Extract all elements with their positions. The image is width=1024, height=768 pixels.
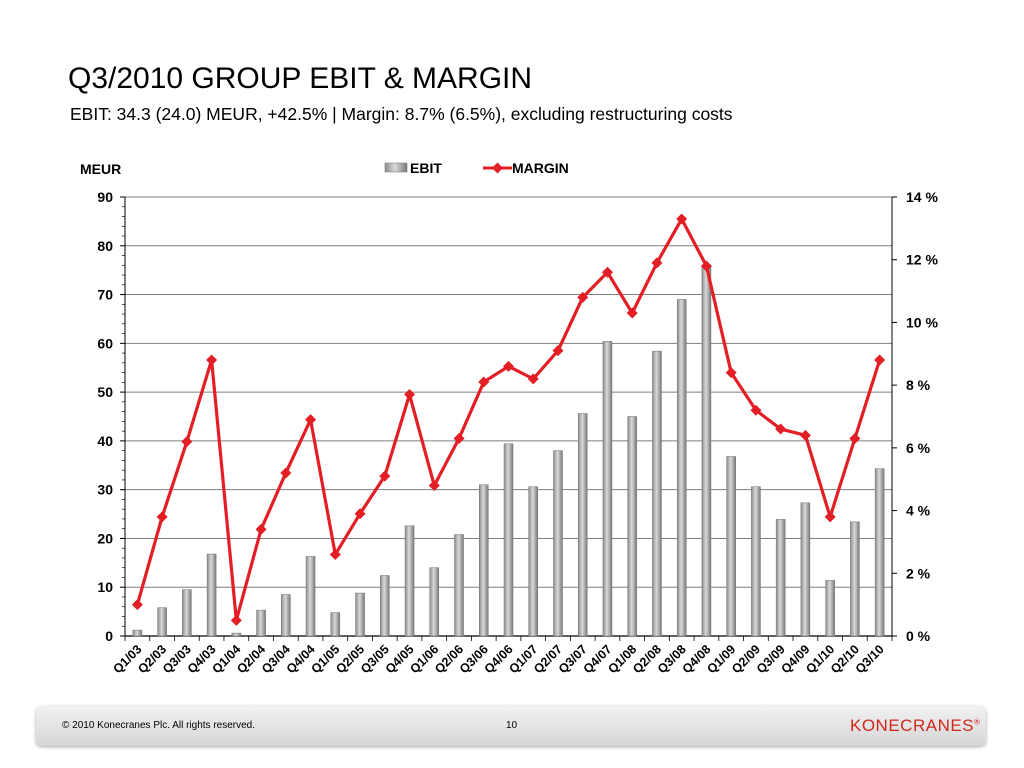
ebit-bar — [454, 534, 464, 637]
ebit-bar — [256, 609, 266, 637]
ebit-bar — [231, 632, 242, 637]
y-tick-label: 50 — [97, 384, 113, 400]
margin-point — [700, 260, 712, 272]
margin-point — [824, 511, 836, 523]
legend-margin-marker — [492, 162, 503, 174]
margin-point — [775, 423, 787, 435]
y2-tick-label: 8 % — [906, 377, 931, 393]
ebit-bar — [602, 341, 613, 637]
ebit-bar — [701, 266, 712, 637]
y-tick-label: 20 — [97, 530, 113, 546]
ebit-bar — [479, 484, 489, 637]
margin-point — [305, 414, 317, 426]
ebit-margin-chart: 0 10 20 30 40 50 60 70 80 90 0 % 2 % 4 % 6 % 8 % 10 % 12… — [80, 160, 938, 676]
margin-point — [725, 367, 737, 379]
ebit-bar — [528, 486, 538, 637]
ebit-bar — [206, 553, 217, 637]
margin-point — [131, 599, 143, 611]
y2-tick-label: 6 % — [906, 440, 931, 456]
margin-point — [503, 360, 514, 372]
ebit-bar — [429, 567, 440, 637]
ebit-bar — [355, 592, 365, 637]
ebit-bar — [503, 443, 514, 637]
margin-point — [206, 354, 218, 366]
y-tick-label: 40 — [97, 433, 113, 449]
y2-tick-label: 0 % — [906, 628, 931, 644]
ebit-bar — [330, 612, 341, 637]
y-tick-label: 90 — [97, 189, 113, 205]
margin-point — [354, 508, 366, 520]
margin-point — [552, 345, 564, 357]
margin-point — [849, 432, 861, 444]
margin-point — [329, 548, 341, 560]
y-axis-title: MEUR — [80, 161, 121, 177]
ebit-bar — [132, 629, 143, 637]
ebit-bar — [775, 519, 786, 637]
footer-bar: © 2010 Konecranes Plc. All rights reserv… — [36, 706, 986, 746]
y-tick-label: 0 — [105, 628, 113, 644]
ebit-bar — [652, 350, 662, 637]
margin-point — [527, 373, 539, 385]
ebit-bar — [726, 456, 736, 637]
y2-tick-label: 12 % — [906, 252, 938, 268]
y2-tick-label: 2 % — [906, 565, 931, 581]
x-tick-label: Q3/10 — [853, 642, 887, 676]
margin-point — [230, 614, 242, 626]
y2-tick-label: 14 % — [906, 189, 938, 205]
y-tick-label: 10 — [97, 579, 113, 595]
y-tick-label: 80 — [97, 238, 113, 254]
company-logo: KONECRANES® — [850, 716, 981, 735]
ebit-bar — [404, 525, 415, 637]
margin-point — [651, 257, 663, 269]
legend-ebit-swatch — [384, 162, 408, 173]
ebit-bar — [627, 416, 637, 637]
legend-margin-label: MARGIN — [512, 160, 569, 176]
ebit-bar — [577, 413, 588, 637]
ebit-bar — [676, 299, 687, 637]
ebit-bar — [751, 486, 761, 637]
margin-point — [156, 511, 168, 523]
margin-point — [626, 307, 638, 319]
page-number: 10 — [506, 720, 518, 731]
ebit-bar — [825, 580, 835, 637]
margin-point — [874, 354, 886, 366]
ebit-bar — [553, 450, 563, 637]
margin-point — [750, 404, 762, 416]
y2-tick-label: 4 % — [906, 503, 931, 519]
ebit-bar — [874, 468, 885, 637]
margin-point — [255, 523, 267, 535]
margin-point — [181, 436, 193, 448]
ebit-bar — [182, 589, 192, 637]
ebit-bar — [800, 502, 811, 637]
margin-point — [799, 429, 811, 441]
copyright-text: © 2010 Konecranes Plc. All rights reserv… — [62, 720, 256, 731]
ebit-bar — [281, 594, 291, 637]
margin-point — [478, 376, 490, 388]
y-tick-label: 60 — [97, 335, 113, 351]
margin-point — [379, 470, 391, 482]
margin-point — [280, 467, 292, 479]
ebit-bar — [305, 556, 316, 637]
margin-point — [601, 266, 613, 278]
margin-point — [404, 389, 416, 401]
margin-point — [676, 213, 688, 225]
margin-point — [577, 291, 589, 303]
y-tick-label: 30 — [97, 482, 113, 498]
legend-ebit-label: EBIT — [410, 160, 442, 176]
margin-point — [428, 479, 440, 491]
slide-title: Q3/2010 GROUP EBIT & MARGIN — [68, 62, 533, 95]
ebit-bar — [850, 521, 860, 637]
y-tick-label: 70 — [97, 287, 113, 303]
ebit-bar — [157, 607, 167, 637]
ebit-bar — [380, 575, 390, 637]
margin-point — [453, 432, 465, 444]
y2-tick-label: 10 % — [906, 314, 938, 330]
slide-subtitle: EBIT: 34.3 (24.0) MEUR, +42.5% | Margin:… — [70, 104, 733, 124]
